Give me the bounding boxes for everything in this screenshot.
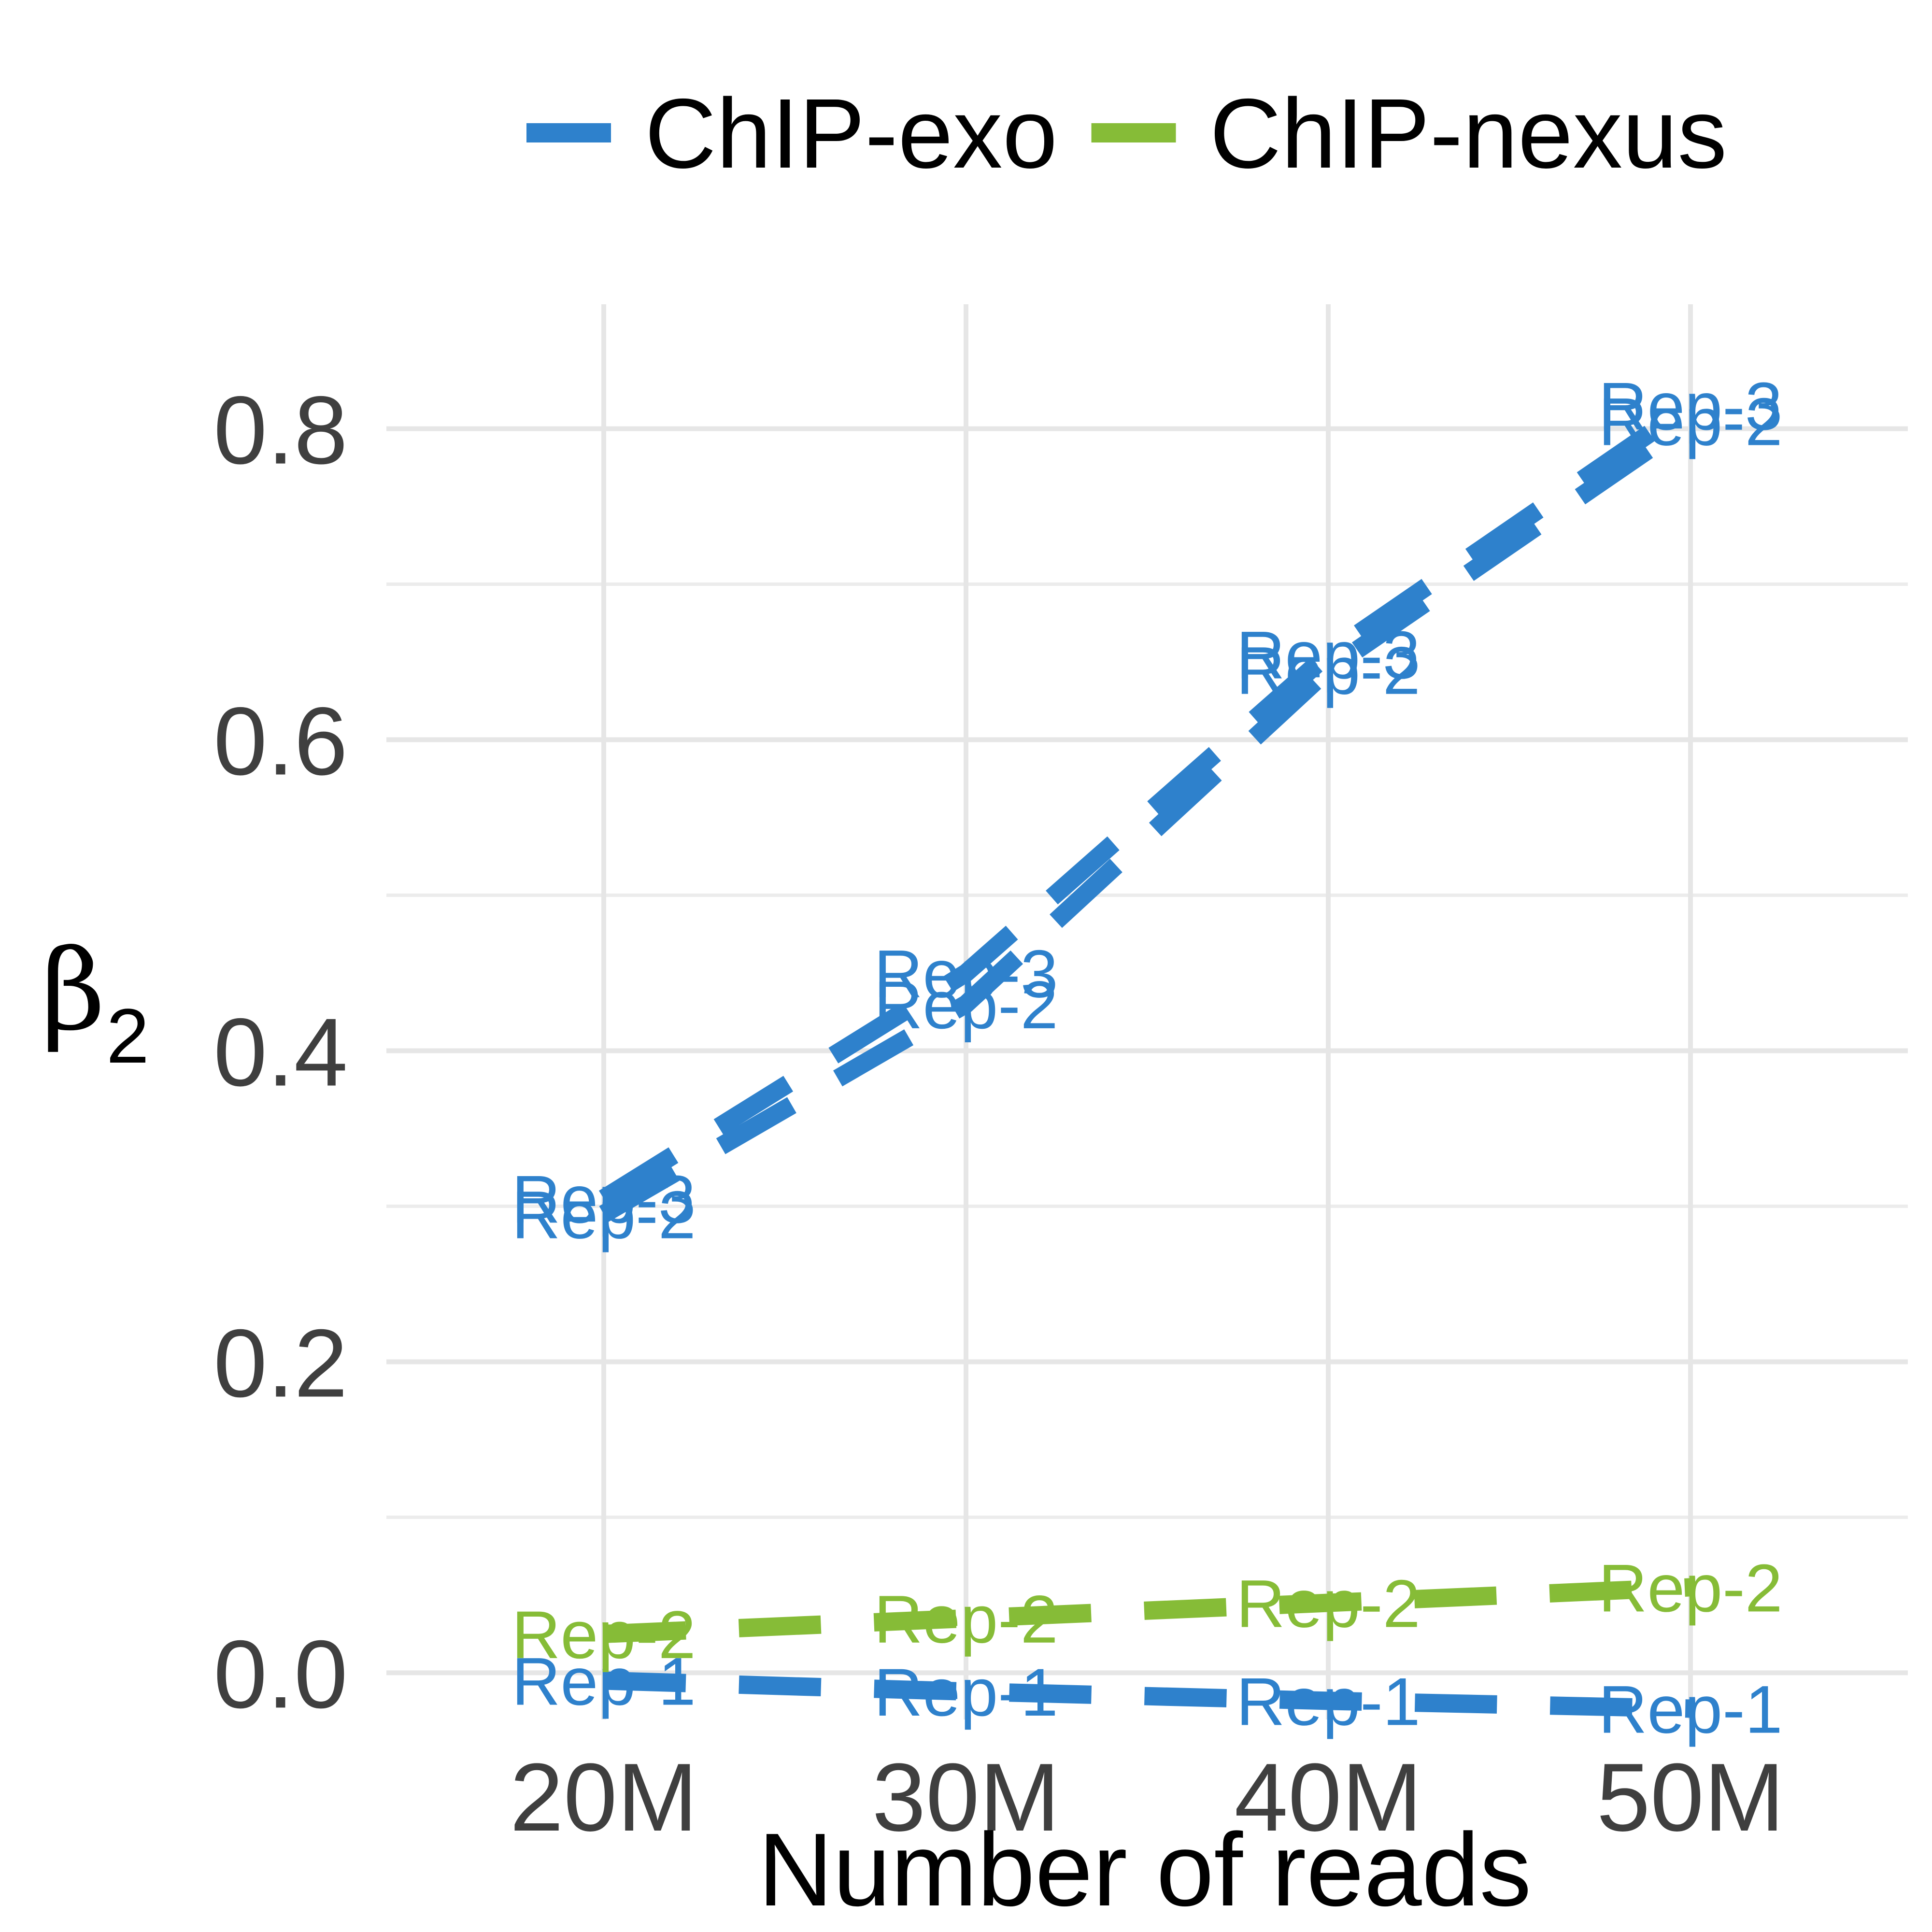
series-line-chip-exo-rep-2 [599, 413, 1696, 1222]
y-axis-title: β 2 [41, 926, 149, 1079]
y-axis-ticks: 0.0 0.2 0.4 0.6 0.8 [213, 377, 348, 1729]
x-tick-label: 40M [1234, 1744, 1422, 1851]
point-label: Rep-2 [1598, 384, 1782, 459]
series-line-chip-nexus-rep-2 [603, 1578, 1691, 1643]
point-label: Rep-2 [511, 1177, 696, 1253]
x-tick-label: 50M [1596, 1744, 1784, 1851]
svg-text:β: β [41, 926, 105, 1055]
point-label: Rep-2 [1236, 633, 1420, 709]
svg-text:2: 2 [106, 993, 149, 1079]
point-label: Rep-2 [874, 1581, 1058, 1657]
x-tick-label: 30M [872, 1744, 1060, 1851]
point-label: Rep-1 [874, 1654, 1058, 1730]
point-label: Rep-1 [1598, 1671, 1782, 1747]
point-label: Rep-3 [1598, 368, 1782, 444]
series-line-chip-exo-rep-1 [603, 1671, 1691, 1718]
x-axis-title: Number of reads [758, 1811, 1531, 1928]
legend-label: ChIP-exo [645, 78, 1058, 189]
y-tick-label: 0.2 [213, 1309, 348, 1417]
series-line-chip-exo-rep-3 [598, 398, 1696, 1207]
y-tick-label: 0.8 [213, 377, 348, 484]
legend-label: ChIP-nexus [1210, 78, 1727, 189]
point-label: Rep-2 [1236, 1566, 1420, 1642]
point-label: Rep-2 [874, 967, 1058, 1043]
point-label: Rep-1 [1236, 1663, 1420, 1739]
series-lines [598, 398, 1696, 1718]
point-label: Rep-3 [1236, 617, 1420, 693]
rep-labels: Rep-1 Rep-1 Rep-1 Rep-1Rep-2Rep-2Rep-2Rep-2… [511, 368, 1782, 1747]
point-label: Rep-2 [511, 1597, 696, 1673]
y-tick-label: 0.4 [213, 998, 348, 1106]
x-tick-label: 20M [510, 1744, 697, 1851]
point-label: Rep-3 [511, 1161, 696, 1237]
y-tick-label: 0.6 [213, 688, 348, 796]
x-axis-ticks: 20M 30M 40M 50M [510, 1744, 1784, 1851]
legend: ChIP-exo ChIP-nexus [526, 78, 1727, 189]
point-label: Rep-2 [1598, 1550, 1782, 1626]
grid [386, 304, 1908, 1719]
point-label: Rep-1 [511, 1644, 696, 1719]
point-label: Rep-3 [874, 936, 1058, 1012]
y-tick-label: 0.0 [213, 1620, 348, 1728]
